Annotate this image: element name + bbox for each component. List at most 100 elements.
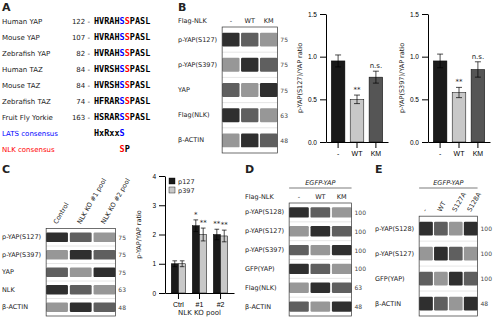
x-tick-mark (440, 142, 441, 148)
x-tick-label: #2 (217, 301, 225, 308)
row-separator (46, 281, 115, 282)
band (289, 207, 309, 217)
row-header: Flag-NLK (245, 193, 274, 201)
y-tick: 0.0 (410, 139, 428, 146)
marker-label: 63 (280, 112, 288, 119)
lane-label: WT (245, 17, 255, 25)
marks (433, 54, 484, 142)
y-tick: 1.0 (410, 53, 428, 60)
axis-line (165, 177, 166, 294)
panel-letter: A (2, 1, 11, 14)
row-label: p-YAP(S127) (178, 36, 217, 44)
sequence-segment: PASL (130, 64, 150, 74)
row-separator (222, 127, 277, 128)
band (94, 285, 116, 295)
y-tick-mark (422, 99, 428, 100)
sequence: HFRARSSPASL (94, 96, 150, 106)
row-label: GFP(YAP) (375, 275, 405, 283)
row-label: p-YAP(S397) (245, 246, 284, 254)
row-separator (419, 291, 477, 292)
band (311, 301, 331, 311)
row-label: p-YAP(S127) (375, 250, 414, 258)
y-tick: 0.5 (308, 96, 326, 103)
blot-frame (222, 27, 277, 153)
band (311, 207, 331, 217)
x-tick-mark (477, 142, 478, 148)
marker-label: 75 (280, 61, 288, 68)
band (241, 58, 258, 72)
row-label: Mouse TAZ (2, 82, 40, 90)
marker-label: 63 (118, 286, 126, 293)
x-tick-label: KM (473, 150, 484, 157)
band (260, 33, 277, 47)
row-label: Zebrafish TAZ (2, 98, 51, 106)
row-separator (222, 77, 277, 78)
band (289, 245, 309, 255)
sequence-segment: HVRSH (94, 64, 120, 74)
y-tick-label: 0 (152, 290, 156, 297)
header: EGFP-YAP (305, 179, 335, 187)
row-label: β-ACTIN (375, 300, 401, 308)
significance-label: ** (213, 220, 221, 228)
x-tick-mark (199, 293, 200, 299)
row-header: Flag-NLK (178, 17, 207, 25)
band (332, 226, 352, 236)
y-tick-mark (422, 142, 428, 143)
band (70, 250, 92, 260)
error-bar (354, 95, 360, 104)
sequence-segment: PASL (130, 96, 150, 106)
sequence-segment: PASL (130, 80, 150, 90)
bar (171, 264, 178, 293)
row-label: LATS consensus (2, 130, 58, 138)
band (311, 264, 331, 274)
band (449, 297, 463, 311)
background (0, 0, 494, 321)
y-tick: 2 (152, 231, 165, 238)
axis-line (326, 15, 327, 143)
band (260, 108, 277, 122)
x-tick: KM (473, 142, 484, 157)
bar (471, 69, 485, 142)
y-tick-label: 3 (152, 202, 156, 209)
error-bar (193, 220, 198, 232)
marker-label: 75 (118, 251, 126, 258)
bar (221, 236, 228, 293)
x-tick: - (439, 142, 442, 157)
bar (179, 264, 186, 293)
bar (369, 77, 383, 142)
bar (213, 235, 220, 294)
y-tick-label: 0.5 (410, 96, 419, 103)
error-bar (215, 229, 220, 240)
x-tick-label: WT (352, 150, 364, 157)
row-separator (289, 297, 351, 298)
lane-label: - (230, 17, 233, 25)
row-label: Human YAP (2, 18, 42, 26)
marks (331, 55, 382, 142)
blot-frame (46, 229, 115, 316)
marker-label: 48 (280, 137, 288, 144)
y-tick-mark (159, 235, 165, 236)
marker-label: 75 (280, 36, 288, 43)
band (434, 297, 448, 311)
band (222, 33, 239, 47)
band (260, 58, 277, 72)
band (464, 272, 478, 286)
blot-panel: Dp-YAP(S128)p-YAP(S127)p-YAP(S397)GFP(YA… (245, 163, 366, 316)
x-tick-mark (375, 142, 376, 148)
row-label: Flag(NLK) (245, 284, 276, 292)
x-tick-mark (178, 293, 179, 299)
y-tick: 1.5 (308, 11, 326, 18)
band (46, 232, 68, 242)
y-tick-mark (320, 57, 326, 58)
sig-labels: **n.s. (354, 62, 383, 94)
marker-label: 100 (481, 225, 493, 232)
sequence: HxRxxS (94, 128, 125, 138)
band (241, 108, 258, 122)
y-tick-mark (159, 176, 165, 177)
row-label: β-ACTIN (245, 303, 271, 311)
band (241, 133, 258, 147)
y-axis-title: p-YAP/YAP ratio (135, 210, 143, 259)
alignment-panel: AHuman YAP122 -HVRAHSSPASLMouse YAP107 -… (2, 1, 150, 154)
blot-panel: Ep-YAP(S128)p-YAP(S127)GFP(YAP)β-ACTIN10… (375, 163, 492, 316)
band (289, 283, 309, 293)
